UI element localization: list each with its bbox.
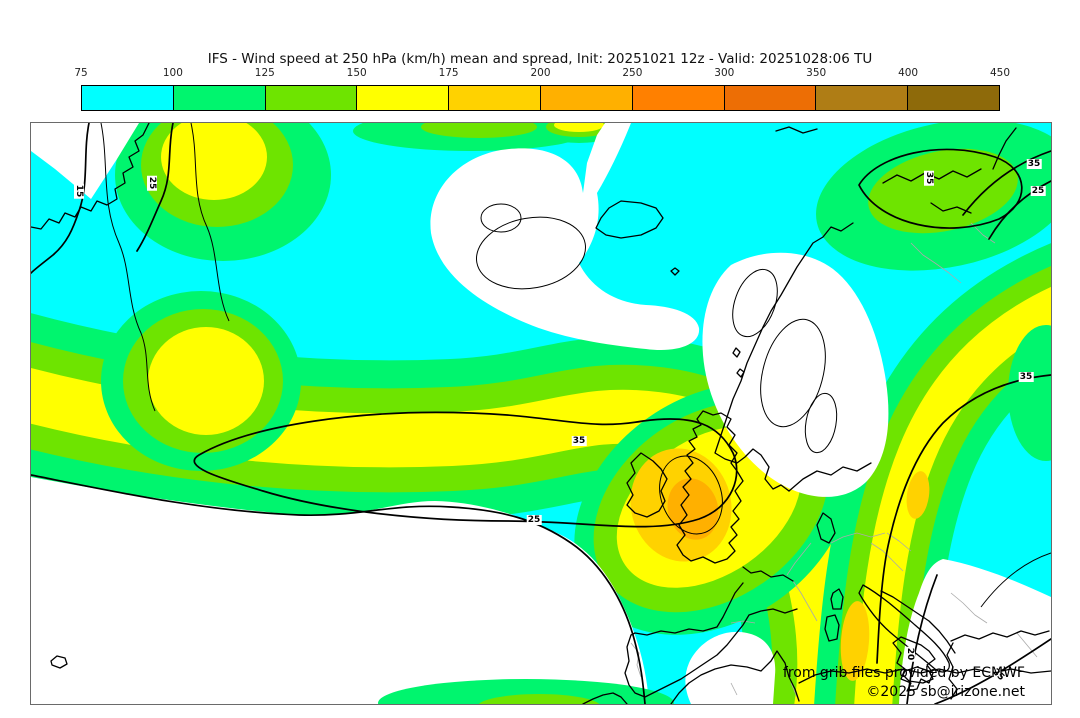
spread-contour-label-25: 25 [1030,186,1046,196]
spread-contour-label-25: 25 [147,175,157,191]
spread-contours [31,123,1051,704]
colorbar-segment-250-300 [632,86,725,110]
colorbar-tick-labels: 75 100 125 150 175 200 250 300 350 400 450 [74,67,1010,81]
spread-contour-label-35: 35 [924,170,934,186]
colorbar-segment-300-350 [724,86,817,110]
spread-contour-label-25: 25 [526,515,542,525]
spread-contour-label-35: 35 [571,436,587,446]
colorbar-segment-75-100 [82,86,174,110]
low-wind-white-layer [31,123,1051,704]
spread-contour-label-35: 35 [1026,159,1042,169]
weather-map-svg [31,123,1051,704]
colorbar-segment-200-250 [540,86,633,110]
colorbar-tick-300: 300 [714,67,735,79]
chart-title: IFS - Wind speed at 250 hPa (km/h) mean … [207,51,873,67]
credit-line-ecmwf: from grib files provided by ECMWF [782,665,1025,681]
colorbar-segment-100-125 [173,86,266,110]
spread-contour-label-20: 20 [905,646,915,662]
colorbar-tick-200: 200 [530,67,551,79]
colorbar-tick-175: 175 [438,67,459,79]
bottom-edge-band [378,679,674,704]
colorbar-tick-450: 450 [989,67,1011,79]
country-borders [630,222,1038,698]
colorbar-segment-350-400 [816,86,909,110]
spread-contour-label-15: 15 [74,183,84,199]
colorbar-tick-150: 150 [346,67,367,79]
colorbar-segment-175-200 [449,86,541,110]
colorbar-segment-125-150 [265,86,358,110]
spread-contours-minor [100,123,1051,608]
colorbar-tick-75: 75 [74,67,88,79]
colorbar-tick-100: 100 [162,67,183,79]
colorbar-tick-400: 400 [898,67,919,79]
credits: from grib files provided by ECMWF ©2025 … [783,664,1025,702]
colorbar-segment-400-450 [908,86,999,110]
colorbar-segment-150-175 [357,86,450,110]
colorbar-tick-350: 350 [806,67,827,79]
colorbar-tick-250: 250 [622,67,643,79]
map-area: 15 25 35 25 35 35 25 35 20 25 from grib files pro… [30,122,1052,705]
colorbar-tick-125: 125 [254,67,275,79]
colorbar [81,85,1000,111]
spread-contour-label-35: 35 [1018,372,1034,382]
coastlines [31,123,1051,704]
credit-line-copyright: ©2025 sb@irizone.net [866,684,1025,700]
